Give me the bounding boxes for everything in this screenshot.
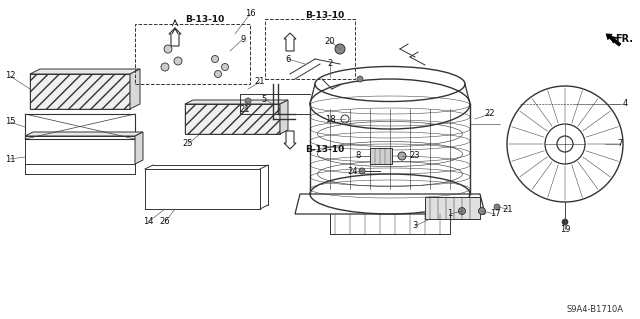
Circle shape [562, 219, 568, 225]
Bar [265, 19, 355, 79]
Bar [25, 136, 135, 164]
Text: S9A4-B1710A: S9A4-B1710A [566, 305, 623, 314]
Polygon shape [30, 69, 140, 74]
Circle shape [161, 63, 169, 71]
Circle shape [174, 57, 182, 65]
Bar [30, 74, 130, 109]
Text: 3: 3 [412, 221, 418, 231]
FancyArrow shape [169, 28, 181, 46]
Text: B-13-10: B-13-10 [305, 11, 344, 20]
Circle shape [211, 56, 218, 63]
Polygon shape [280, 100, 288, 134]
Circle shape [398, 152, 406, 160]
Text: 9: 9 [241, 34, 246, 43]
Text: 22: 22 [484, 109, 495, 118]
Text: 6: 6 [285, 55, 291, 63]
FancyArrow shape [606, 34, 621, 46]
Text: 16: 16 [244, 10, 255, 19]
Text: 17: 17 [490, 210, 500, 219]
Bar [185, 104, 280, 134]
Text: 5: 5 [261, 94, 267, 103]
Text: FR.: FR. [615, 34, 633, 44]
Text: 4: 4 [622, 100, 628, 108]
Polygon shape [135, 132, 143, 164]
Bar [30, 74, 130, 109]
Text: 26: 26 [160, 218, 170, 226]
Text: 25: 25 [183, 139, 193, 149]
Text: 21: 21 [240, 105, 250, 114]
Text: 20: 20 [324, 36, 335, 46]
Text: 23: 23 [410, 152, 420, 160]
Text: 7: 7 [618, 139, 623, 149]
Circle shape [214, 70, 221, 78]
Bar [185, 104, 280, 134]
Text: 21: 21 [255, 78, 265, 86]
Circle shape [359, 168, 365, 174]
Circle shape [335, 44, 345, 54]
Polygon shape [130, 69, 140, 109]
Text: 11: 11 [4, 154, 15, 164]
Circle shape [245, 98, 251, 104]
Circle shape [357, 76, 363, 82]
Bar [135, 24, 250, 84]
Circle shape [458, 207, 465, 214]
Polygon shape [25, 132, 143, 136]
Text: 12: 12 [4, 71, 15, 80]
Text: 8: 8 [355, 152, 361, 160]
FancyArrow shape [284, 131, 296, 149]
Circle shape [221, 63, 228, 70]
Text: 15: 15 [4, 117, 15, 127]
Text: 24: 24 [348, 167, 358, 175]
Circle shape [479, 207, 486, 214]
FancyArrow shape [284, 33, 296, 51]
Bar [370, 148, 392, 164]
Text: 2: 2 [328, 60, 333, 69]
Circle shape [494, 204, 500, 210]
Text: B-13-10: B-13-10 [185, 16, 224, 25]
Text: 14: 14 [143, 218, 153, 226]
Text: 18: 18 [324, 115, 335, 123]
Text: 21: 21 [503, 204, 513, 213]
Bar [425, 197, 480, 219]
Polygon shape [185, 100, 288, 104]
Text: 19: 19 [560, 225, 570, 234]
Circle shape [164, 45, 172, 53]
Text: 1: 1 [447, 210, 452, 219]
Text: B-13-10: B-13-10 [305, 145, 344, 153]
